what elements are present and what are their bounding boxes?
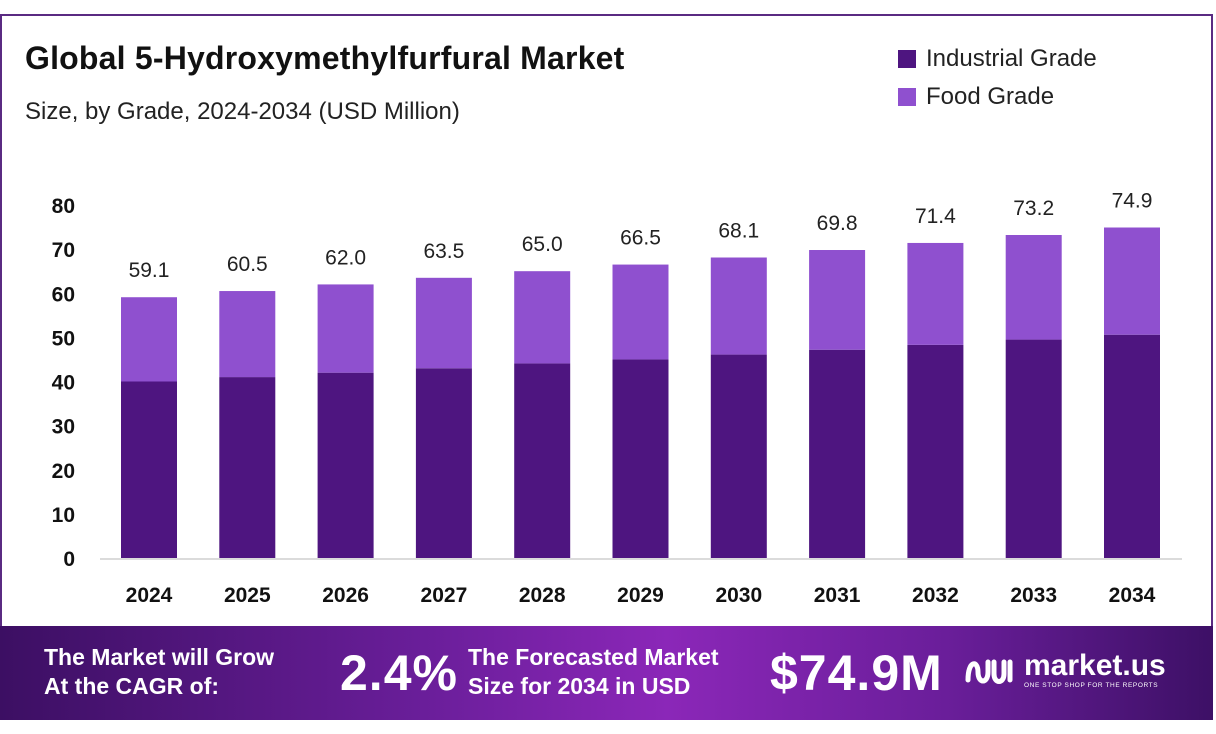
bar-segment-food-grade (1104, 227, 1160, 335)
cagr-value: 2.4% (340, 645, 458, 701)
forecast-caption: The Forecasted Market Size for 2034 in U… (468, 643, 719, 701)
market-us-logo: market.us ONE STOP SHOP FOR THE REPORTS (964, 650, 1166, 690)
market-us-logo-icon (965, 659, 1013, 684)
x-tick-label: 2026 (322, 584, 369, 607)
logo-text-block: market.us ONE STOP SHOP FOR THE REPORTS (1024, 648, 1166, 690)
y-tick-label: 70 (52, 239, 75, 262)
logo-name: market.us (1024, 648, 1166, 682)
bar-total-label: 62.0 (325, 246, 366, 269)
chart-title: Global 5-Hydroxymethylfurfural Market (25, 40, 625, 76)
x-tick-label: 2030 (715, 584, 762, 607)
x-tick-label: 2032 (912, 584, 959, 607)
bar-total-label: 69.8 (817, 212, 858, 235)
bar-segment-food-grade (415, 277, 472, 369)
bar-segment-food-grade (612, 264, 669, 360)
cagr-caption-line1: The Market will Grow (44, 644, 275, 670)
forecast-caption-line2: Size for 2034 in USD (468, 673, 691, 699)
bar-segment-industrial-grade (121, 381, 177, 558)
bar-total-label: 68.1 (718, 220, 759, 243)
x-tick-label: 2028 (519, 584, 566, 607)
y-tick-label: 60 (52, 283, 75, 306)
bar-total-label: 73.2 (1013, 197, 1054, 220)
legend-label-industrial-grade: Industrial Grade (926, 45, 1097, 72)
bar-segment-industrial-grade (710, 354, 767, 558)
legend-swatch-food-grade (898, 88, 916, 106)
x-tick-label: 2024 (126, 584, 173, 607)
x-tick-label: 2031 (814, 584, 861, 607)
x-tick-label: 2033 (1010, 584, 1057, 607)
bar-segment-food-grade (1005, 235, 1062, 340)
summary-banner: The Market will Grow At the CAGR of: 2.4… (0, 626, 1213, 720)
y-tick-label: 30 (52, 416, 75, 439)
bar-segment-food-grade (317, 284, 374, 373)
bar-total-label: 65.0 (522, 233, 563, 256)
bar-segment-industrial-grade (1104, 334, 1160, 558)
legend-label-food-grade: Food Grade (926, 83, 1055, 110)
bar-segment-industrial-grade (317, 372, 374, 558)
y-tick-label: 40 (52, 372, 75, 395)
bar-segment-food-grade (121, 297, 177, 382)
legend-item-industrial-grade: Industrial Grade (898, 40, 1097, 78)
bar-segment-food-grade (514, 271, 571, 364)
bar-segment-food-grade (907, 242, 964, 345)
cagr-caption-line2: At the CAGR of: (44, 673, 220, 699)
y-tick-label: 0 (63, 548, 75, 571)
bar-segment-industrial-grade (612, 359, 669, 558)
bar-total-label: 66.5 (620, 227, 661, 250)
chart-subtitle: Size, by Grade, 2024-2034 (USD Million) (25, 98, 460, 125)
bar-segment-industrial-grade (415, 368, 472, 558)
bar-total-label: 63.5 (423, 240, 464, 263)
x-tick-label: 2027 (421, 584, 468, 607)
forecast-value: $74.9M (770, 645, 943, 701)
bar-segment-industrial-grade (514, 363, 571, 558)
legend: Industrial Grade Food Grade (898, 40, 1097, 116)
x-tick-label: 2029 (617, 584, 664, 607)
y-tick-label: 10 (52, 504, 75, 527)
bar-total-label: 71.4 (915, 205, 956, 228)
bar-segment-industrial-grade (907, 344, 964, 558)
bar-segment-industrial-grade (809, 349, 866, 558)
bar-segment-industrial-grade (219, 377, 276, 558)
y-tick-label: 50 (52, 327, 75, 350)
bar-total-label: 60.5 (227, 253, 268, 276)
bar-segment-food-grade (219, 291, 276, 378)
legend-swatch-industrial-grade (898, 50, 916, 68)
bar-total-label: 74.9 (1112, 190, 1153, 213)
y-tick-label: 20 (52, 460, 75, 483)
stacked-bar-chart: 0102030405060708059.1202460.5202562.0202… (52, 190, 1182, 607)
x-tick-label: 2034 (1109, 584, 1156, 607)
bar-total-label: 59.1 (129, 259, 170, 282)
bar-segment-food-grade (710, 257, 767, 355)
legend-item-food-grade: Food Grade (898, 78, 1097, 116)
x-tick-label: 2025 (224, 584, 271, 607)
forecast-caption-line1: The Forecasted Market (468, 644, 719, 670)
bar-segment-industrial-grade (1005, 339, 1062, 558)
y-tick-label: 80 (52, 195, 75, 218)
logo-tagline: ONE STOP SHOP FOR THE REPORTS (1024, 681, 1159, 689)
bar-segment-food-grade (809, 250, 866, 350)
cagr-caption: The Market will Grow At the CAGR of: (44, 643, 274, 701)
